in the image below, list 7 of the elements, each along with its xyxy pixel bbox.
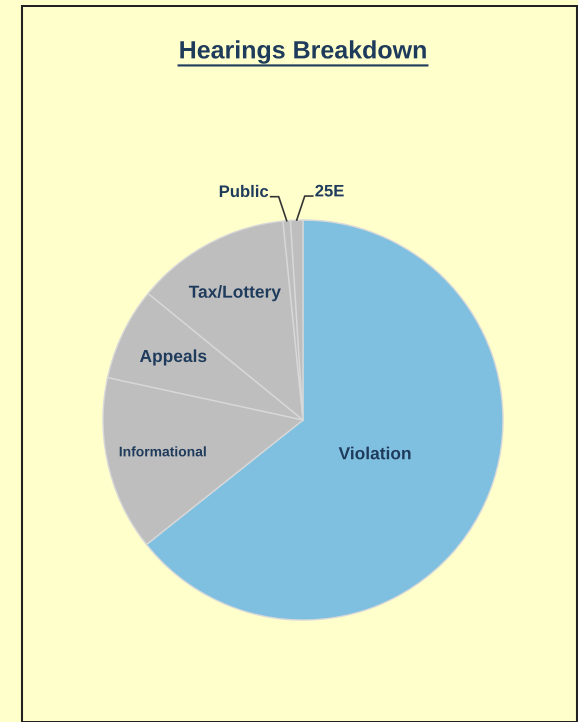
slice-label: Appeals — [140, 349, 206, 366]
slice-label: Violation — [338, 446, 410, 460]
slice-label: 25E — [315, 184, 344, 197]
slice-label: Tax/Lottery — [188, 285, 281, 302]
chart-title: Hearings Breakdown — [180, 40, 426, 64]
slice-label: Public — [220, 184, 268, 198]
slice-label: Informational — [120, 446, 206, 456]
